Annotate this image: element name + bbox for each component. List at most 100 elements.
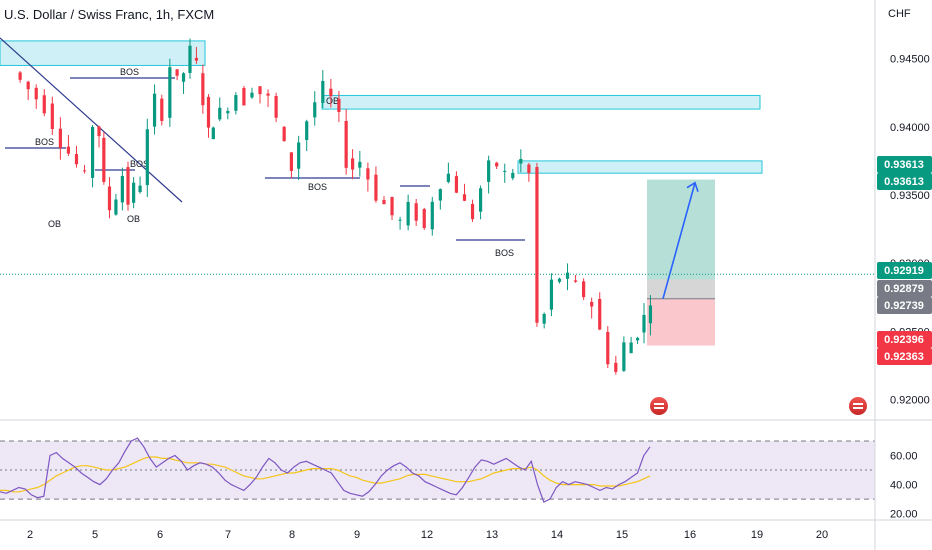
candle-body xyxy=(168,67,172,118)
candle-body xyxy=(175,69,179,76)
x-tick-label: 15 xyxy=(616,529,628,541)
trade-arrowhead xyxy=(686,181,699,192)
x-tick-label: 9 xyxy=(354,529,360,541)
candle-body xyxy=(406,201,410,226)
bos-label: BOS xyxy=(495,248,514,258)
candle-body xyxy=(446,173,450,183)
price-badge-label: 0.93613 xyxy=(884,176,924,188)
candle-body xyxy=(470,203,475,220)
candle-body xyxy=(120,175,124,203)
candle-body xyxy=(573,280,578,282)
candle-body xyxy=(313,102,317,118)
candle-body xyxy=(398,219,402,221)
economic-event-icon xyxy=(853,407,863,409)
x-tick-label: 6 xyxy=(157,529,163,541)
candle-body xyxy=(132,182,136,203)
candle-body xyxy=(527,164,531,174)
x-tick-label: 12 xyxy=(421,529,433,541)
x-tick-label: 13 xyxy=(486,529,498,541)
y-tick-label: 0.94500 xyxy=(890,54,930,66)
price-badge xyxy=(877,348,932,365)
candle-body xyxy=(297,142,301,169)
profit-zone xyxy=(647,179,715,280)
candle-body xyxy=(635,337,640,341)
candle-body xyxy=(42,95,46,114)
candle-body xyxy=(549,279,554,310)
bos-label: BOS xyxy=(130,159,149,169)
rsi-pane[interactable] xyxy=(0,437,875,503)
bos-label: BOS xyxy=(35,137,54,147)
candle-body xyxy=(218,107,222,120)
candle-body xyxy=(590,301,594,307)
candle-body xyxy=(282,126,286,142)
y-tick-label: 0.92000 xyxy=(890,395,930,407)
economic-event-icon xyxy=(849,397,867,415)
candle-body xyxy=(242,87,246,106)
candle-body xyxy=(66,146,71,154)
price-badge-label: 0.93613 xyxy=(884,159,924,171)
candle-body xyxy=(90,126,95,178)
candle-body xyxy=(107,186,112,211)
candle-body xyxy=(503,170,507,172)
candle-body xyxy=(74,154,79,165)
price-axis-currency: CHF xyxy=(888,8,911,20)
economic-event-icon xyxy=(650,397,668,415)
price-badge-label: 0.92919 xyxy=(884,265,924,277)
candle-body xyxy=(358,161,362,168)
candle-body xyxy=(382,199,386,205)
economic-event-icon xyxy=(853,403,863,405)
supply-zone xyxy=(517,160,763,174)
main-pane[interactable]: BOS BOS BOS BOS BOS OB OB OB xyxy=(0,37,875,415)
candle-body xyxy=(152,93,157,127)
trade-arrow xyxy=(662,182,696,299)
supply-zone xyxy=(0,40,206,66)
candle-body xyxy=(201,73,205,106)
candle-body xyxy=(337,98,341,112)
candle-body xyxy=(390,197,394,216)
candle-body xyxy=(289,152,294,171)
candle-body xyxy=(487,160,491,182)
candle-body xyxy=(26,81,30,90)
candle-body xyxy=(18,72,22,80)
candle-body xyxy=(648,305,653,324)
candle-body xyxy=(629,342,633,354)
price-badge-label: 0.92739 xyxy=(884,300,924,312)
candle-body xyxy=(642,314,646,333)
candle-body xyxy=(145,129,149,186)
x-tick-label: 5 xyxy=(92,529,98,541)
bos-label: BOS xyxy=(308,182,327,192)
trendline xyxy=(0,37,183,203)
price-badge xyxy=(877,173,932,190)
x-tick-label: 14 xyxy=(551,529,563,541)
candle-body xyxy=(438,189,442,201)
ob-label: OB xyxy=(127,214,140,224)
candle-body xyxy=(194,57,199,61)
candle-body xyxy=(344,120,348,168)
candle-body xyxy=(50,103,54,130)
candle-body xyxy=(188,45,192,73)
candle-body xyxy=(495,162,499,167)
candles xyxy=(18,38,653,375)
price-badge xyxy=(877,262,932,279)
price-badge xyxy=(877,156,932,173)
candle-body xyxy=(414,203,418,221)
price-badge xyxy=(877,297,932,314)
candle-body xyxy=(226,110,230,114)
candle-body xyxy=(102,137,106,182)
candle-body xyxy=(519,158,523,164)
x-tick-label: 16 xyxy=(684,529,696,541)
x-tick-label: 2 xyxy=(27,529,33,541)
candle-body xyxy=(614,362,618,372)
candle-body xyxy=(350,158,355,170)
rsi-line xyxy=(0,437,651,503)
candle-body xyxy=(374,174,378,201)
candle-body xyxy=(535,166,539,323)
candle-body xyxy=(58,128,62,148)
candle-body xyxy=(321,80,325,103)
economic-event-icon xyxy=(654,407,664,409)
candle-body xyxy=(181,73,186,82)
candle-body xyxy=(582,281,586,298)
candle-body xyxy=(598,298,602,330)
